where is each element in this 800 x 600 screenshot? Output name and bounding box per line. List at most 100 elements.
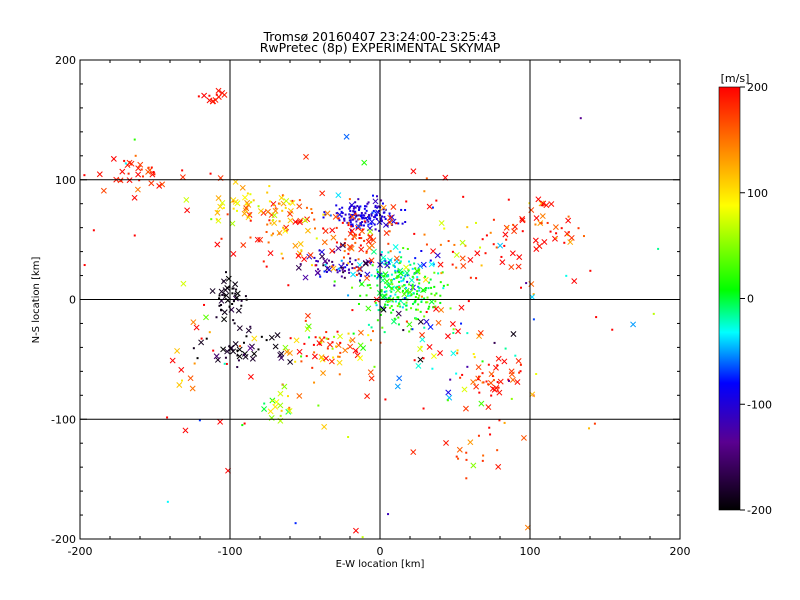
x-marker — [571, 278, 578, 285]
dot-marker — [353, 205, 356, 208]
x-marker — [316, 340, 323, 347]
dot-marker — [215, 93, 218, 96]
x-marker — [368, 257, 375, 264]
dot-marker — [419, 310, 422, 313]
x-marker — [268, 334, 275, 341]
dot-marker — [205, 337, 208, 340]
dot-marker — [400, 208, 403, 211]
x-marker — [282, 227, 289, 234]
x-marker — [532, 237, 539, 244]
dot-marker — [405, 200, 408, 203]
x-marker — [428, 261, 435, 268]
dot-marker — [423, 233, 426, 236]
dot-marker — [367, 216, 370, 219]
x-marker — [274, 332, 281, 339]
dot-marker — [133, 234, 136, 237]
colorbar-tick-label: 100 — [747, 187, 768, 200]
dot-marker — [123, 159, 126, 162]
dot-marker — [466, 365, 469, 368]
dot-marker — [249, 325, 252, 328]
dot-marker — [398, 280, 401, 283]
dot-marker — [198, 419, 201, 422]
x-marker — [367, 369, 374, 376]
dot-marker — [377, 274, 380, 277]
dot-marker — [385, 290, 388, 293]
x-marker — [320, 370, 327, 377]
dot-marker — [390, 279, 393, 282]
dot-marker — [370, 274, 373, 277]
dot-marker — [466, 226, 469, 229]
x-marker — [630, 321, 637, 328]
dot-marker — [218, 304, 221, 307]
dot-marker — [335, 204, 338, 207]
dot-marker — [380, 253, 383, 256]
dot-marker — [348, 198, 351, 201]
x-marker — [342, 347, 349, 354]
dot-marker — [380, 217, 383, 220]
dot-marker — [245, 335, 248, 338]
dot-marker — [528, 202, 531, 205]
dot-marker — [560, 227, 563, 230]
dot-marker — [300, 249, 303, 252]
x-marker — [287, 210, 293, 217]
dot-marker — [218, 294, 221, 297]
dot-marker — [392, 308, 395, 311]
dot-marker — [124, 162, 127, 165]
dot-marker — [379, 313, 382, 316]
dot-marker — [408, 260, 411, 263]
dot-marker — [300, 355, 303, 358]
dot-marker — [386, 303, 389, 306]
dot-marker — [319, 343, 322, 346]
x-marker — [392, 244, 399, 250]
grid-lines — [80, 60, 680, 539]
dot-marker — [310, 264, 313, 267]
dot-marker — [452, 328, 455, 331]
x-marker — [278, 194, 285, 201]
dot-marker — [492, 218, 495, 221]
dot-marker — [435, 292, 438, 295]
dot-marker — [555, 236, 558, 239]
dot-marker — [389, 306, 392, 309]
dot-marker — [352, 218, 355, 221]
dot-marker — [237, 359, 240, 362]
dot-marker — [335, 212, 338, 215]
x-marker — [339, 242, 346, 249]
x-marker — [293, 337, 300, 344]
x-marker — [251, 335, 258, 342]
dot-marker — [315, 237, 318, 240]
dot-marker — [241, 424, 244, 427]
dot-marker — [541, 204, 544, 207]
dot-marker — [380, 290, 383, 293]
dot-marker — [181, 169, 184, 172]
dot-marker — [375, 217, 378, 220]
dot-marker — [236, 349, 239, 352]
dot-marker — [423, 315, 426, 318]
dot-marker — [361, 217, 364, 220]
dot-marker — [376, 206, 379, 209]
dot-marker — [595, 316, 598, 319]
dot-marker — [404, 275, 407, 278]
x-marker — [379, 277, 386, 284]
dot-marker — [373, 275, 376, 278]
x-marker — [301, 256, 308, 263]
dot-marker — [479, 246, 482, 249]
dot-marker — [365, 294, 368, 297]
dot-marker — [371, 264, 374, 267]
x-marker — [134, 186, 141, 193]
dot-marker — [455, 266, 458, 269]
dot-marker — [273, 204, 276, 207]
dot-marker — [246, 192, 249, 195]
x-marker — [296, 203, 303, 210]
x-marker — [96, 171, 103, 178]
x-marker — [209, 288, 216, 294]
dot-marker — [496, 449, 499, 452]
dot-marker — [367, 201, 370, 204]
dot-marker — [286, 395, 289, 398]
dot-marker — [323, 211, 326, 214]
x-marker — [247, 345, 254, 352]
x-marker — [278, 355, 285, 361]
dot-marker — [150, 166, 153, 169]
x-marker — [360, 345, 367, 351]
dot-marker — [514, 354, 517, 357]
dot-marker — [127, 172, 130, 175]
